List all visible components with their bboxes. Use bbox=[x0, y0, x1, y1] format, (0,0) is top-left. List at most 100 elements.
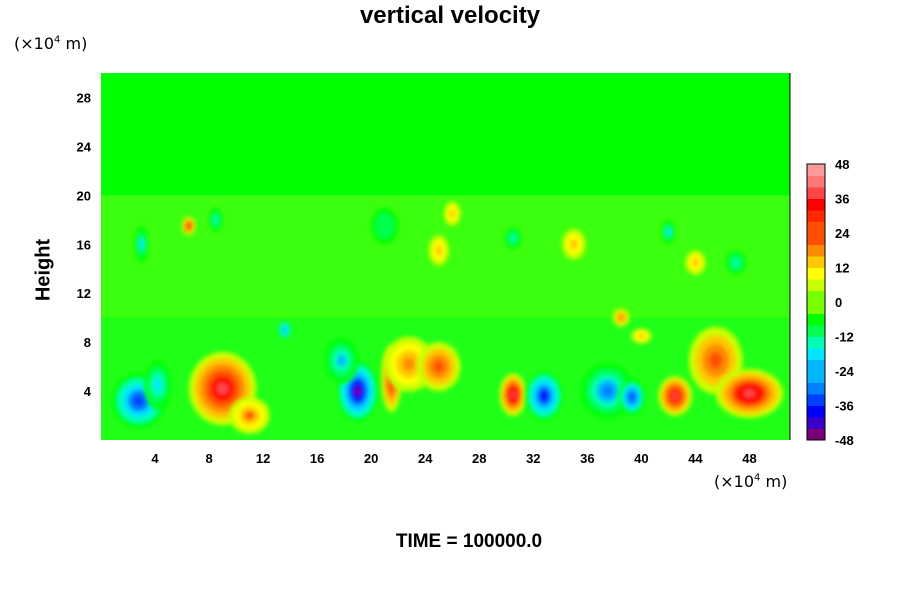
y-tick-label: 4 bbox=[84, 384, 92, 399]
contour-level bbox=[602, 385, 614, 397]
colorbar-segment bbox=[807, 233, 825, 245]
contour-feature bbox=[618, 378, 646, 416]
contour-feature bbox=[504, 227, 522, 249]
x-tick-label: 12 bbox=[256, 451, 270, 466]
contour-level bbox=[638, 333, 645, 339]
contour-level bbox=[154, 378, 162, 392]
contour-feature bbox=[428, 235, 449, 266]
contour-feature bbox=[277, 320, 292, 340]
colorbar-segment bbox=[807, 405, 825, 418]
x-tick-label: 44 bbox=[688, 451, 703, 466]
colorbar-segment bbox=[807, 428, 825, 441]
contour-feature bbox=[416, 342, 461, 392]
contour-level bbox=[244, 410, 255, 421]
contour-level bbox=[618, 314, 624, 321]
y-unit-suffix: m) bbox=[60, 34, 88, 53]
contour-feature bbox=[685, 250, 706, 275]
y-tick-label: 28 bbox=[77, 90, 91, 105]
x-tick-label: 28 bbox=[472, 451, 486, 466]
x-tick-label: 16 bbox=[310, 451, 324, 466]
contour-feature bbox=[324, 337, 359, 384]
contour-level bbox=[629, 394, 635, 401]
contour-feature bbox=[134, 225, 149, 263]
colorbar-tick-label: -36 bbox=[835, 399, 854, 414]
x-tick-label: 36 bbox=[580, 451, 594, 466]
x-axis-unit: (×104 m) bbox=[714, 472, 787, 491]
contour-feature bbox=[499, 373, 527, 417]
contour-level bbox=[133, 395, 145, 407]
colorbar-segment bbox=[807, 164, 825, 176]
contour-level bbox=[672, 392, 678, 400]
y-tick-label: 24 bbox=[77, 139, 92, 154]
contour-feature bbox=[525, 371, 563, 421]
contour-level bbox=[433, 360, 445, 373]
colorbar-segment bbox=[807, 175, 825, 188]
x-tick-labels: 4 8 12 16 20 24 28 32 36 40 44 48 bbox=[151, 451, 756, 466]
colorbar-segment bbox=[807, 394, 825, 406]
contour-level bbox=[213, 215, 219, 224]
time-label: TIME = 100000.0 bbox=[395, 531, 543, 552]
x-unit-suffix: m) bbox=[760, 472, 788, 491]
x-unit-exponent: 4 bbox=[754, 472, 761, 484]
contour-level bbox=[380, 219, 390, 233]
colorbar-segment bbox=[807, 256, 825, 268]
colorbar-tick-label: 48 bbox=[835, 157, 849, 172]
y-tick-label: 8 bbox=[84, 335, 91, 350]
contour-level bbox=[435, 245, 443, 256]
contour-feature bbox=[631, 328, 652, 344]
y-tick-label: 12 bbox=[77, 286, 91, 301]
contour-level bbox=[569, 239, 578, 250]
colorbar-segment bbox=[807, 336, 825, 349]
x-tick-label: 20 bbox=[364, 451, 378, 466]
colorbar-segment bbox=[807, 267, 825, 280]
chart-title: vertical velocity bbox=[359, 2, 541, 29]
colorbar-segment bbox=[807, 325, 825, 337]
colorbar-tick-label: -48 bbox=[835, 433, 854, 448]
contour-level bbox=[666, 227, 671, 237]
colorbar-segment bbox=[807, 290, 825, 303]
contour-level bbox=[510, 234, 516, 242]
contour-feature bbox=[182, 216, 196, 236]
contour-feature bbox=[658, 376, 693, 416]
colorbar-segment bbox=[807, 382, 825, 395]
contour-level bbox=[708, 352, 723, 369]
contour-feature bbox=[371, 207, 399, 245]
colorbar-segment bbox=[807, 302, 825, 314]
contour-feature bbox=[725, 250, 747, 275]
x-tick-label: 32 bbox=[526, 451, 540, 466]
contour-level bbox=[354, 386, 361, 396]
y-unit-prefix: (×10 bbox=[14, 34, 55, 53]
contour-feature bbox=[715, 369, 784, 418]
y-unit-exponent: 4 bbox=[54, 34, 61, 46]
contour-level bbox=[337, 354, 346, 367]
contour-feature bbox=[612, 308, 630, 327]
colorbar-segment bbox=[807, 359, 825, 372]
contour-level bbox=[187, 224, 191, 228]
colorbar-segment bbox=[807, 187, 825, 199]
contour-feature bbox=[443, 201, 461, 226]
contour-level bbox=[402, 357, 416, 372]
colorbar-tick-label: 24 bbox=[835, 226, 850, 241]
colorbar-segment bbox=[807, 313, 825, 326]
colorbar-segment bbox=[807, 221, 825, 234]
colorbar-tick-label: 36 bbox=[835, 192, 849, 207]
x-tick-label: 4 bbox=[151, 451, 159, 466]
y-axis-unit: (×104 m) bbox=[14, 34, 87, 53]
colorbar bbox=[806, 163, 826, 441]
colorbar-tick-labels: 48 36 24 12 0 -12 -24 -36 -48 bbox=[835, 157, 855, 448]
contour-level bbox=[541, 391, 548, 401]
heatmap-field bbox=[101, 195, 790, 440]
contour-feature bbox=[661, 219, 676, 245]
colorbar-segment bbox=[807, 348, 825, 360]
x-tick-label: 24 bbox=[418, 451, 433, 466]
colorbar-segment bbox=[807, 417, 825, 429]
contour-level bbox=[732, 258, 740, 267]
x-tick-label: 48 bbox=[742, 451, 756, 466]
x-unit-prefix: (×10 bbox=[714, 472, 755, 491]
x-tick-label: 8 bbox=[205, 451, 212, 466]
colorbar-segment bbox=[807, 210, 825, 222]
contour-level bbox=[216, 382, 229, 395]
colorbar-frame bbox=[806, 163, 826, 441]
colorbar-tick-label: -24 bbox=[835, 364, 855, 379]
